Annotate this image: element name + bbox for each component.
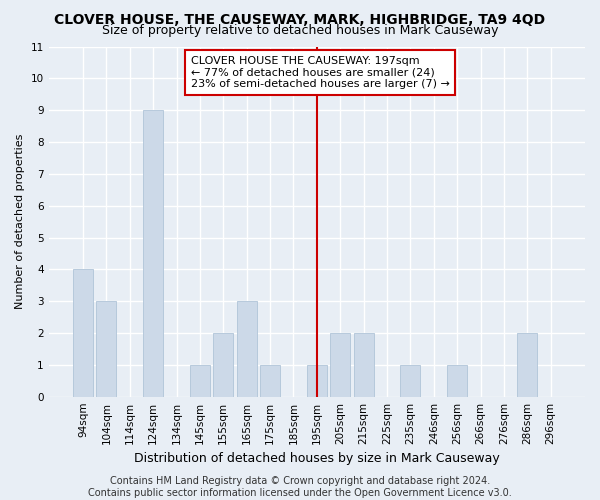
Text: Contains HM Land Registry data © Crown copyright and database right 2024.
Contai: Contains HM Land Registry data © Crown c… [88,476,512,498]
Bar [190,365,210,396]
Bar [330,333,350,396]
X-axis label: Distribution of detached houses by size in Mark Causeway: Distribution of detached houses by size … [134,452,500,465]
Y-axis label: Number of detached properties: Number of detached properties [15,134,25,310]
Bar [307,365,327,396]
Bar [260,365,280,396]
Bar [214,333,233,396]
Bar [353,333,374,396]
Bar [400,365,421,396]
Bar [143,110,163,397]
Bar [517,333,537,396]
Bar [97,301,116,396]
Bar [237,301,257,396]
Text: Size of property relative to detached houses in Mark Causeway: Size of property relative to detached ho… [102,24,498,37]
Bar [73,270,93,396]
Bar [447,365,467,396]
Text: CLOVER HOUSE THE CAUSEWAY: 197sqm
← 77% of detached houses are smaller (24)
23% : CLOVER HOUSE THE CAUSEWAY: 197sqm ← 77% … [191,56,449,90]
Text: CLOVER HOUSE, THE CAUSEWAY, MARK, HIGHBRIDGE, TA9 4QD: CLOVER HOUSE, THE CAUSEWAY, MARK, HIGHBR… [55,12,545,26]
